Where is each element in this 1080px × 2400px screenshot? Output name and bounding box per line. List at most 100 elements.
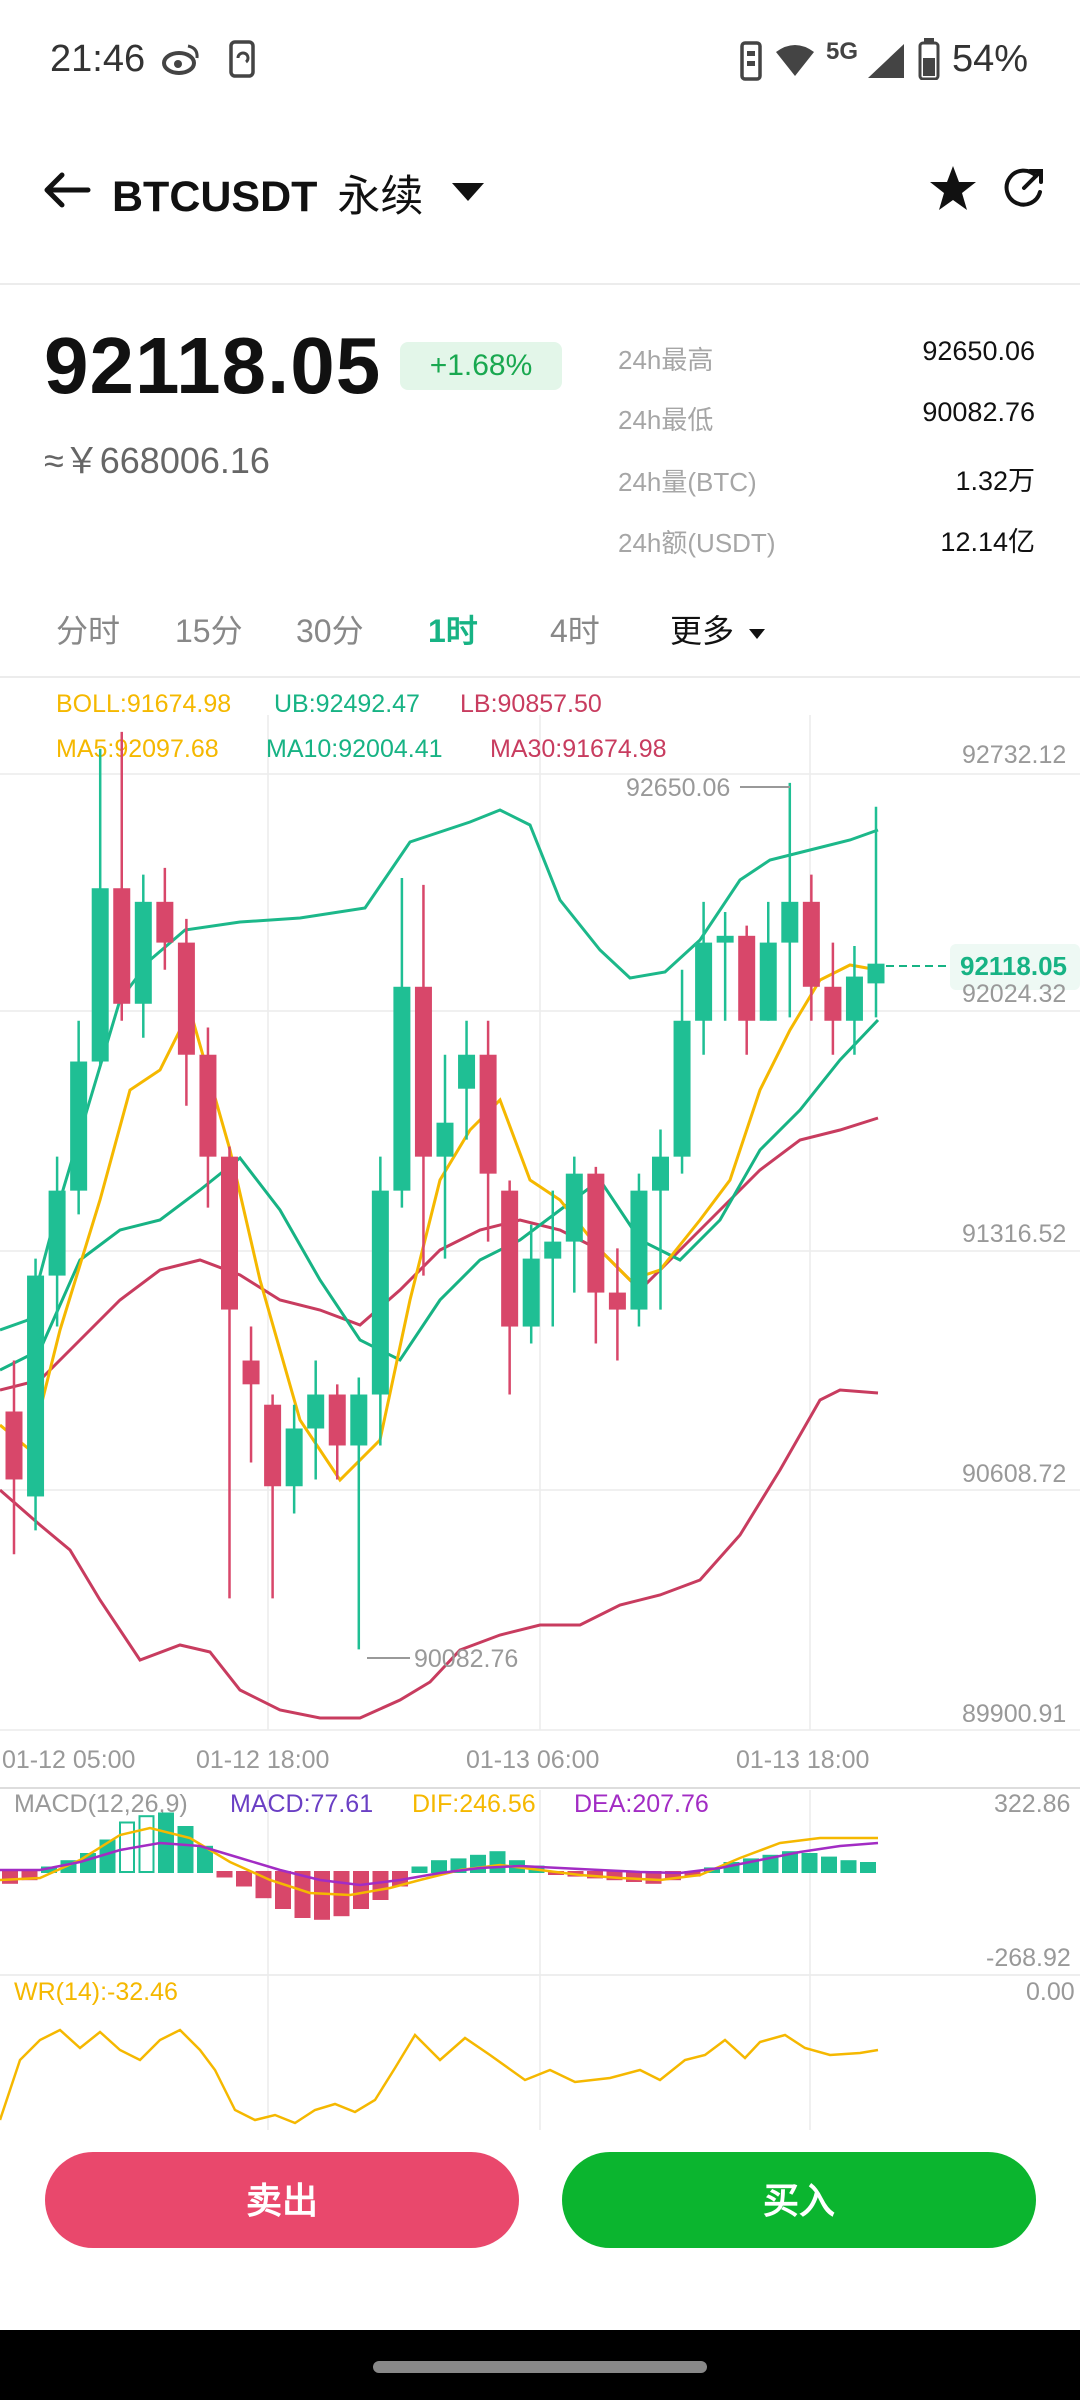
wr-legend: WR(14):-32.46 [14,1978,178,2006]
macd-legend: MACD:77.61 [230,1790,373,1818]
tab-1h[interactable]: 1时 [428,613,478,649]
candle-body [802,901,820,987]
price-tick-4: 90608.72 [962,1460,1066,1488]
boll-ub-legend: UB:92492.47 [274,690,420,718]
candles [5,731,885,1650]
wr-line [0,2028,879,2125]
macd-tick-top: 322.86 [994,1790,1070,1818]
star-icon[interactable] [928,164,978,214]
macd-bar [2,1871,18,1884]
pair-title[interactable]: BTCUSDT 永续 [112,162,423,224]
candle-body [113,888,131,1004]
share-icon[interactable] [1000,166,1046,212]
macd-bar [431,1860,447,1873]
candle-body [328,1394,346,1446]
last-price: 92118.05 [44,321,382,410]
battery-icon [918,38,940,80]
boll-lb-legend: LB:90857.50 [460,690,602,718]
buy-button[interactable]: 买入 [562,2152,1036,2248]
stat-volume-label: 24h量(BTC) [618,467,757,497]
tab-15m[interactable]: 15分 [175,613,243,649]
candle-body [544,1241,562,1259]
pair-symbol: BTCUSDT [112,173,318,221]
contract-type: 永续 [337,173,424,221]
tab-30m[interactable]: 30分 [296,613,364,649]
macd-bar [177,1826,194,1873]
candle-body [458,1054,476,1089]
tab-more[interactable]: 更多 [670,606,767,652]
wr-tick-top: 0.00 [1026,1978,1075,2006]
tabs-divider [0,676,1080,678]
vibrate-icon [740,41,762,81]
high-marker-label: 92650.06 [626,774,730,802]
tab-4h[interactable]: 4时 [550,613,600,649]
candle-body [393,986,411,1191]
price-tick-1: 92732.12 [962,741,1066,769]
candle-body [70,1061,88,1191]
boll-legend: BOLL:91674.98 [56,690,231,718]
candle-body [759,942,777,1021]
app-header: BTCUSDT 永续 [0,130,1080,280]
current-price-tag: 92118.05 [960,951,1067,981]
macd-bar [860,1862,876,1873]
ma5-line [0,963,879,1483]
candle-body [738,935,756,1021]
candle-body [608,1292,626,1310]
macd-histogram [2,1812,876,1920]
candle-body [652,1156,669,1191]
tab-more-label: 更多 [670,613,735,649]
macd-bar [782,1851,798,1873]
more-caret-icon [748,628,765,639]
back-arrow-icon[interactable] [42,170,92,210]
kline-chart[interactable]: BOLL:91674.98 UB:92492.47 LB:90857.50 MA… [0,680,1080,2132]
stat-low-value: 90082.76 [922,397,1035,427]
sell-button[interactable]: 卖出 [45,2152,519,2248]
candle-body [587,1173,605,1293]
weibo-icon [162,44,199,75]
ma30-line [0,1116,879,1392]
boll-upper-line [0,808,879,1332]
current-price-tag-bg [950,944,1080,990]
candle-body [522,1258,540,1327]
candle-body [414,986,432,1157]
header-divider [0,283,1080,285]
time-tick-4: 01-13 18:00 [736,1746,869,1774]
macd-bar [606,1871,623,1881]
stat-turnover-label: 24h额(USDT) [618,528,776,558]
candle-body [134,901,152,1004]
price-tick-2: 92024.32 [962,980,1066,1008]
clock: 21:46 [50,38,146,80]
macd-bar [314,1871,330,1920]
candle-body [501,1190,519,1327]
ma10-legend: MA10:92004.41 [266,735,443,763]
ma30-legend: MA30:91674.98 [490,735,667,763]
stat-volume-value: 1.32万 [955,466,1035,496]
macd-bar [216,1871,233,1878]
macd-bar [821,1856,837,1873]
dea-line [0,1841,879,1887]
candle-body [673,1020,691,1157]
candle-body [27,1275,45,1497]
price-tick-3: 91316.52 [962,1220,1066,1248]
candle-body [824,986,842,1021]
tab-timeshare[interactable]: 分时 [56,613,121,649]
dif-legend: DIF:246.56 [412,1790,536,1818]
candle-body [845,976,863,1021]
macd-bar [372,1871,389,1900]
candle-body [5,1411,23,1480]
candle-body [479,1054,497,1174]
low-marker-label: 90082.76 [414,1645,518,1673]
candle-body [48,1190,66,1276]
boll-lower-line [0,1388,879,1720]
home-indicator[interactable] [373,2361,707,2373]
network-type: 5G [826,38,859,65]
stat-low-label: 24h最低 [618,405,714,435]
macd-bar [840,1860,857,1873]
candle-body [177,942,195,1055]
wifi-icon [776,45,814,76]
status-bar: 21:46 5G 54% [0,0,1080,120]
stat-high-value: 92650.06 [922,336,1035,366]
macd-tick-bottom: -268.92 [986,1944,1071,1972]
dropdown-caret-icon[interactable] [450,180,486,204]
dea-legend: DEA:207.76 [574,1790,709,1818]
